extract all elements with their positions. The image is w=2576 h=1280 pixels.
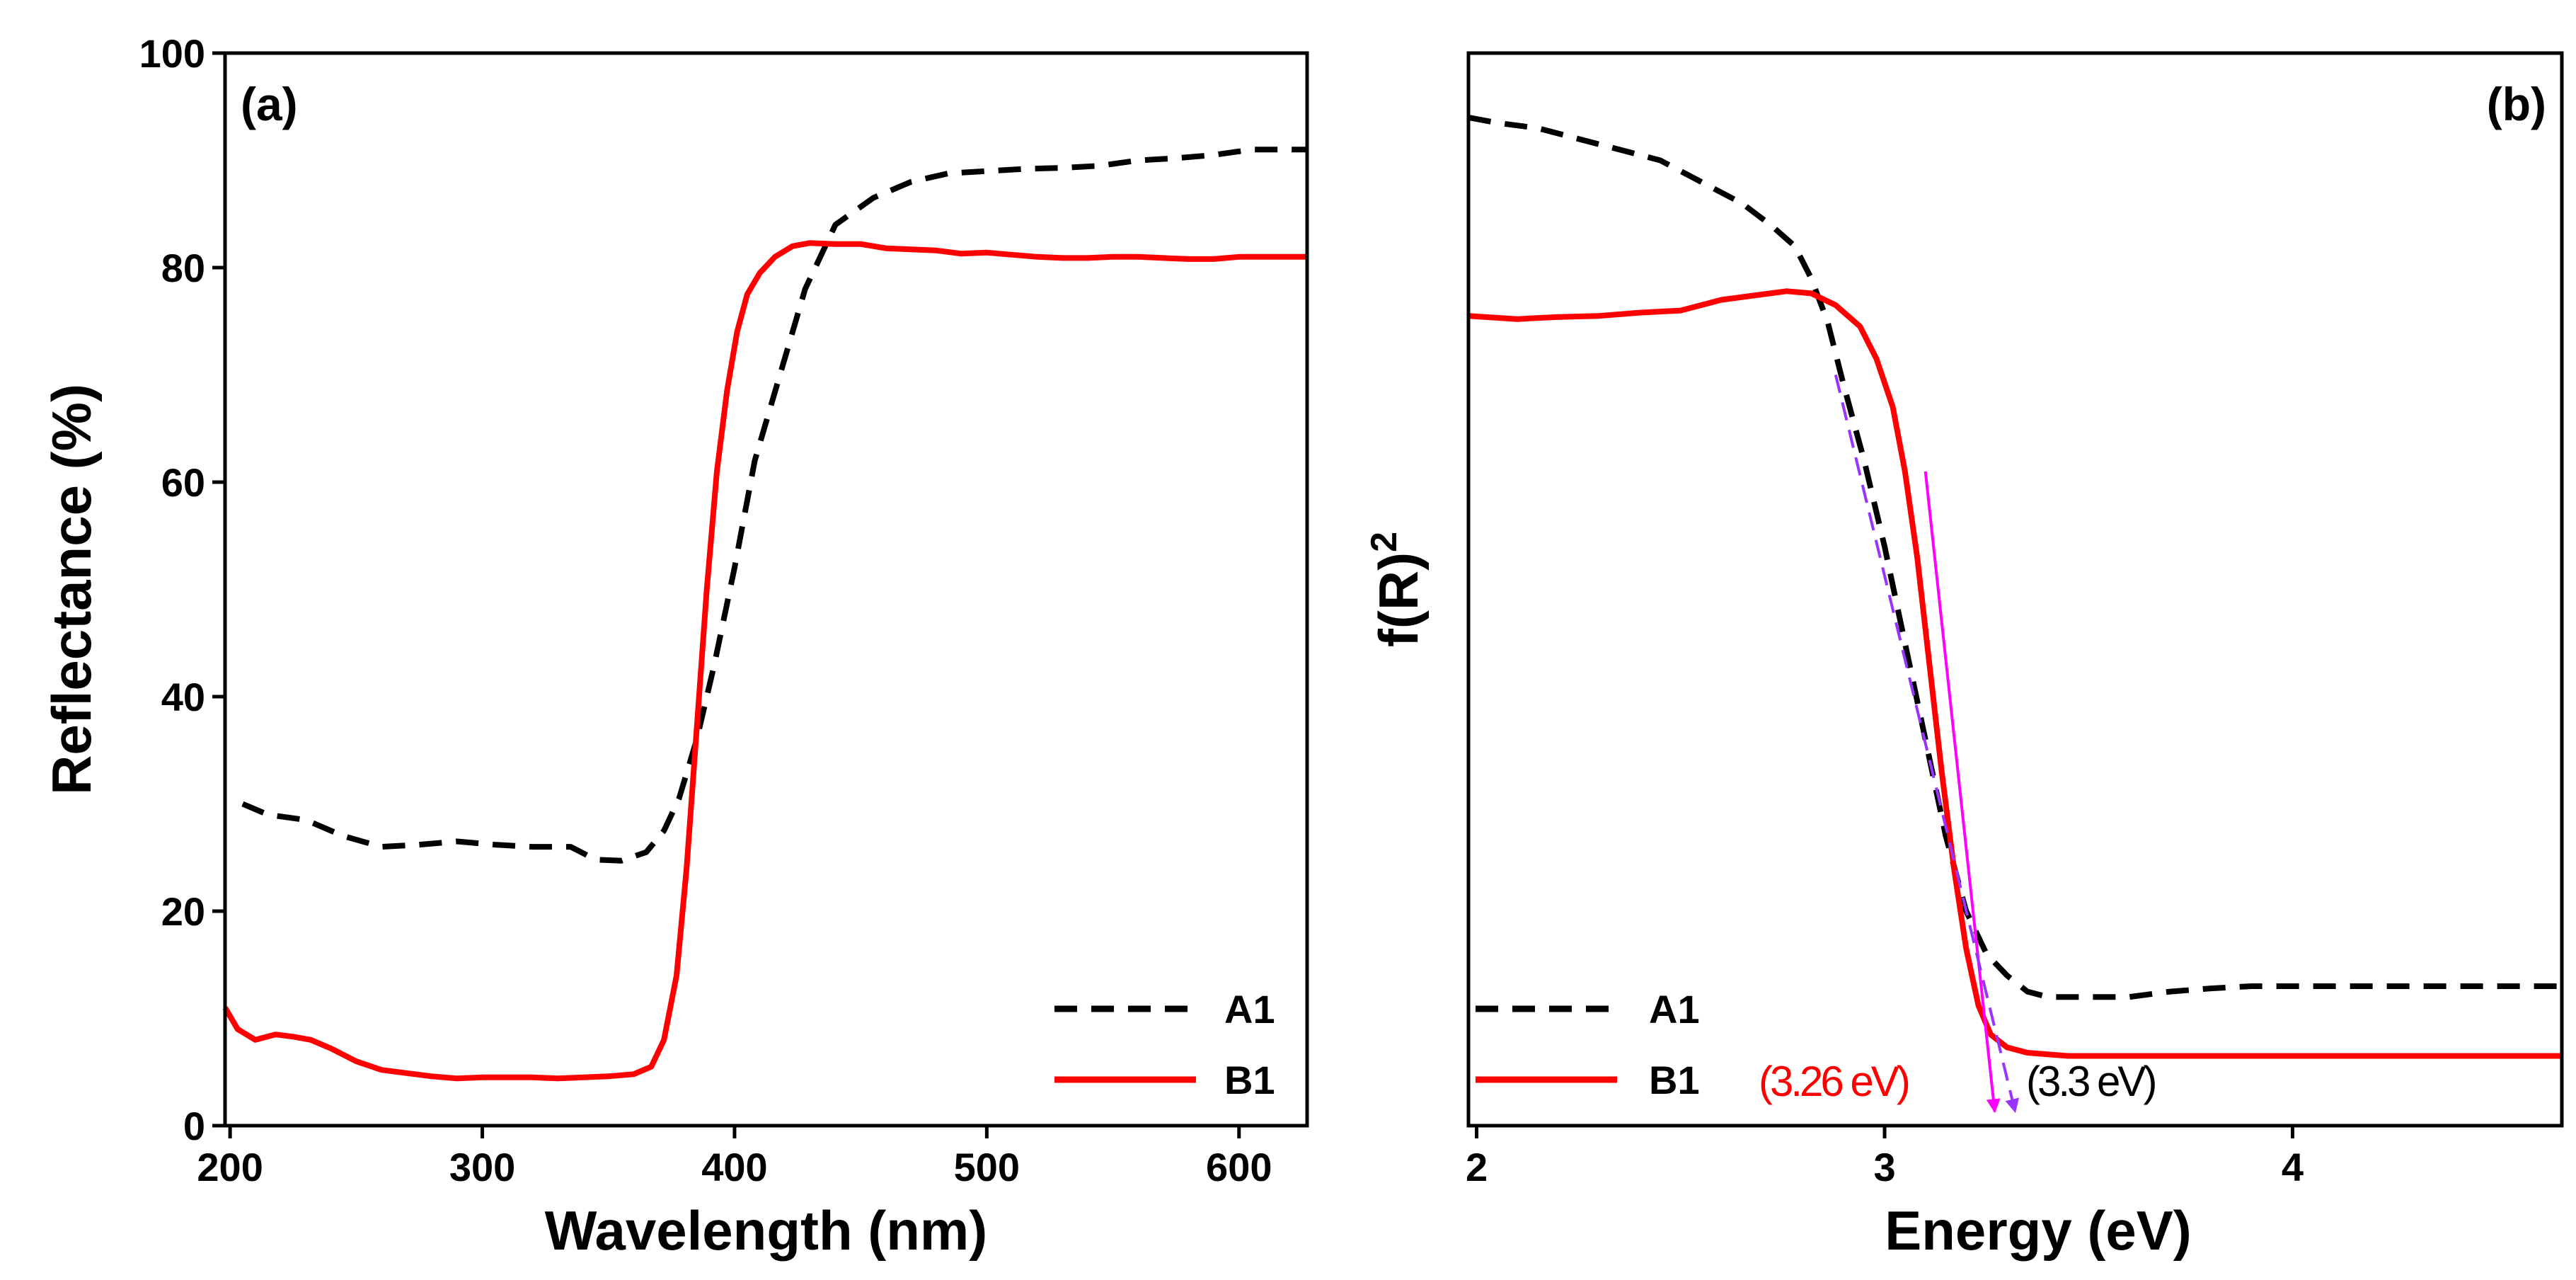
panel-a-x-tick-label: 600 — [1206, 1145, 1272, 1189]
panel-a-frame — [223, 51, 1309, 1128]
panel-b-x-tick-label: 2 — [1466, 1145, 1488, 1189]
panel-a-series — [222, 147, 1307, 1082]
panel-b-frame — [1466, 51, 2564, 1128]
panel-b-y-axis-title: f(R)2 — [1364, 532, 1430, 647]
panel-a-label: (a) — [241, 78, 298, 130]
panel-a-x-axis-title: Wavelength (nm) — [545, 1199, 987, 1262]
panel-a-series-a1 — [241, 147, 1307, 864]
panel-b-x-tick-label: 3 — [1873, 1145, 1895, 1189]
legend-label-b1: B1 — [1224, 1058, 1275, 1102]
panel-b-series-b1 — [1468, 288, 2562, 1059]
panel-b-x-tick-label: 4 — [2282, 1145, 2304, 1189]
panel-a-legend: A1 B1 — [1054, 987, 1275, 1102]
band-gap-annotation-a1: (3.3 eV) — [2026, 1058, 2155, 1105]
panel-a-series-b1 — [222, 240, 1307, 1082]
band-gap-annotation-b1: (3.26 eV) — [1759, 1058, 1909, 1105]
legend-label-a1: A1 — [1649, 987, 1700, 1032]
panel-a-x-tick-label: 300 — [449, 1145, 515, 1189]
tangent-line-a1 — [1834, 375, 2019, 1114]
panel-b-tangent-lines — [1834, 375, 2019, 1114]
panel-b-series-a1 — [1468, 114, 2562, 1000]
legend-label-b1: B1 — [1649, 1058, 1700, 1102]
panel-b-x-ticks: 2 3 4 — [1466, 1126, 2304, 1189]
panel-a: 200 300 400 500 600 0 20 40 60 80 100 (a) Wavelen… — [40, 31, 1309, 1262]
panel-a-x-tick-label: 400 — [701, 1145, 767, 1189]
panel-a-y-tick-label: 20 — [161, 889, 205, 934]
panel-a-y-tick-label: 0 — [183, 1104, 205, 1148]
panel-b-legend: A1 B1 — [1476, 987, 1700, 1102]
panel-a-y-tick-label: 60 — [161, 460, 205, 505]
panel-b-label: (b) — [2487, 78, 2546, 130]
panel-a-y-tick-label: 100 — [139, 31, 205, 76]
tangent-line-b1 — [1924, 471, 2001, 1114]
panel-a-x-tick-label: 200 — [197, 1145, 263, 1189]
panel-a-y-tick-label: 80 — [161, 246, 205, 290]
panel-a-y-tick-label: 40 — [161, 675, 205, 719]
panel-a-x-ticks: 200 300 400 500 600 — [197, 1126, 1272, 1189]
panel-b-x-axis-title: Energy (eV) — [1885, 1199, 2191, 1262]
panel-a-x-tick-label: 500 — [954, 1145, 1020, 1189]
panel-a-y-axis-title: Reflectance (%) — [40, 384, 103, 795]
panel-b-y-axis-title-superscript: 2 — [1364, 532, 1405, 552]
panel-b-y-axis-title-main: f(R) — [1367, 552, 1430, 647]
legend-label-a1: A1 — [1224, 987, 1275, 1032]
panel-b-series — [1468, 114, 2562, 1059]
panel-a-y-ticks: 0 20 40 60 80 100 — [139, 31, 225, 1148]
